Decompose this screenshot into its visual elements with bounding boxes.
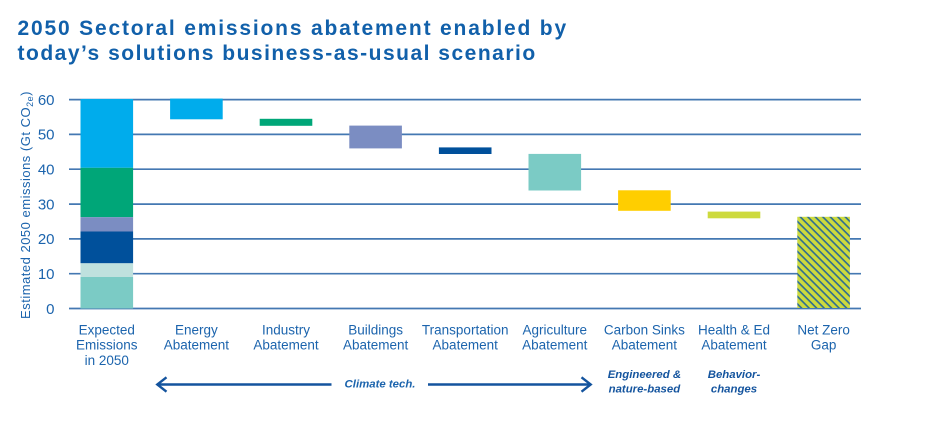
svg-text:Energy: Energy <box>175 322 218 337</box>
svg-text:Net Zero: Net Zero <box>797 322 850 337</box>
svg-text:Behavior-: Behavior- <box>708 369 761 381</box>
svg-text:Abatement: Abatement <box>522 338 588 353</box>
svg-text:nature-based: nature-based <box>609 384 682 396</box>
svg-text:20: 20 <box>38 231 55 248</box>
svg-text:60: 60 <box>38 92 55 109</box>
svg-text:2050 Sectoral emissions abatem: 2050 Sectoral emissions abatement enable… <box>18 17 568 40</box>
svg-text:Carbon Sinks: Carbon Sinks <box>604 322 685 337</box>
svg-text:Abatement: Abatement <box>253 338 319 353</box>
svg-text:Abatement: Abatement <box>612 338 678 353</box>
svg-text:Gap: Gap <box>811 338 837 353</box>
svg-text:changes: changes <box>711 384 757 396</box>
svg-text:30: 30 <box>38 196 55 213</box>
svg-text:Abatement: Abatement <box>433 338 499 353</box>
svg-text:Climate tech.: Climate tech. <box>345 379 416 391</box>
svg-text:Transportation: Transportation <box>422 322 509 337</box>
svg-text:today’s solutions business-as-: today’s solutions business-as-usual scen… <box>18 42 537 65</box>
svg-text:Agriculture: Agriculture <box>523 322 588 337</box>
svg-text:Abatement: Abatement <box>701 338 767 353</box>
svg-text:Estimated 2050 emissions (Gt C: Estimated 2050 emissions (Gt CO2e) <box>18 91 35 319</box>
svg-text:50: 50 <box>38 127 55 144</box>
svg-text:Emissions: Emissions <box>76 338 138 353</box>
svg-text:Abatement: Abatement <box>164 338 230 353</box>
svg-text:40: 40 <box>38 162 55 179</box>
svg-text:Engineered &: Engineered & <box>608 369 681 381</box>
svg-text:0: 0 <box>46 301 54 318</box>
svg-text:Buildings: Buildings <box>348 322 403 337</box>
svg-text:Health & Ed: Health & Ed <box>698 322 770 337</box>
svg-text:Abatement: Abatement <box>343 338 409 353</box>
svg-text:10: 10 <box>38 266 55 283</box>
svg-text:Industry: Industry <box>262 322 310 337</box>
svg-text:Expected: Expected <box>79 322 135 337</box>
svg-text:in 2050: in 2050 <box>85 353 129 368</box>
